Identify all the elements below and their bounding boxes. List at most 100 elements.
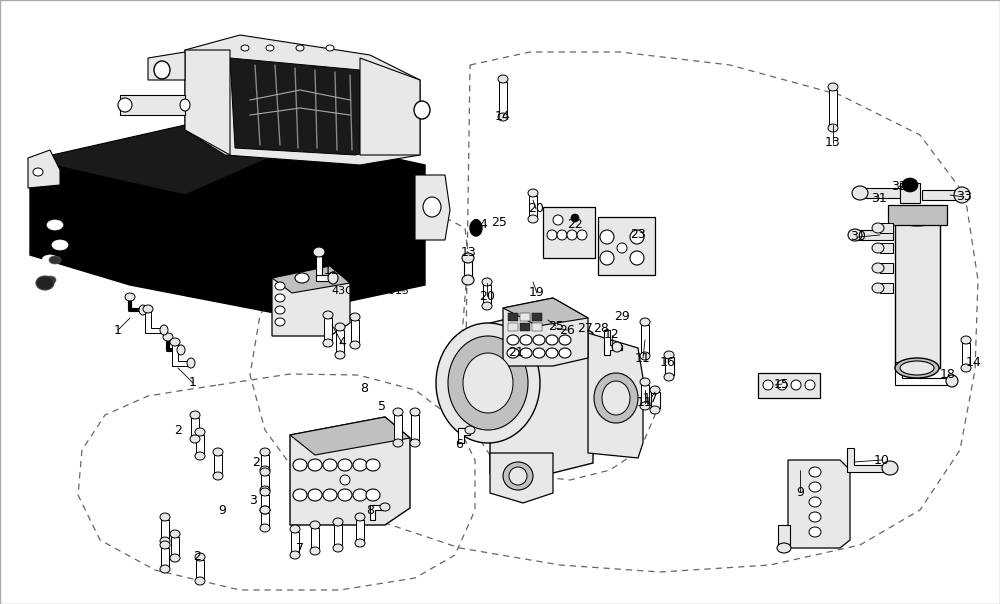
Ellipse shape xyxy=(49,256,61,264)
Polygon shape xyxy=(311,528,319,548)
Ellipse shape xyxy=(195,428,205,436)
Ellipse shape xyxy=(553,215,563,225)
Ellipse shape xyxy=(520,335,532,345)
Text: 16: 16 xyxy=(660,356,676,368)
Ellipse shape xyxy=(160,325,168,335)
Polygon shape xyxy=(529,196,537,216)
Ellipse shape xyxy=(777,380,787,390)
Polygon shape xyxy=(120,95,185,115)
Ellipse shape xyxy=(213,472,223,480)
Ellipse shape xyxy=(900,361,934,375)
Text: 27: 27 xyxy=(577,323,593,335)
Text: 11: 11 xyxy=(637,396,653,410)
Polygon shape xyxy=(161,548,169,566)
Ellipse shape xyxy=(664,373,674,381)
Ellipse shape xyxy=(533,348,545,358)
Polygon shape xyxy=(880,283,893,293)
Text: 28: 28 xyxy=(593,321,609,335)
Polygon shape xyxy=(334,525,342,545)
Ellipse shape xyxy=(809,497,821,507)
Ellipse shape xyxy=(393,408,403,416)
Ellipse shape xyxy=(465,426,475,434)
Polygon shape xyxy=(291,532,299,552)
Ellipse shape xyxy=(809,467,821,477)
Ellipse shape xyxy=(33,168,43,176)
Text: 3: 3 xyxy=(249,493,257,507)
Ellipse shape xyxy=(313,247,325,257)
Text: 18: 18 xyxy=(940,368,956,382)
Polygon shape xyxy=(316,275,332,281)
Ellipse shape xyxy=(828,124,838,132)
Ellipse shape xyxy=(546,348,558,358)
Text: 1: 1 xyxy=(114,324,122,336)
Text: 5: 5 xyxy=(378,400,386,414)
Polygon shape xyxy=(651,392,660,408)
Polygon shape xyxy=(261,495,269,507)
Ellipse shape xyxy=(338,459,352,471)
Ellipse shape xyxy=(559,348,571,358)
Polygon shape xyxy=(758,373,820,398)
Ellipse shape xyxy=(640,318,650,326)
Text: 20: 20 xyxy=(528,202,544,216)
Polygon shape xyxy=(261,475,269,487)
Polygon shape xyxy=(880,223,893,233)
Polygon shape xyxy=(880,263,893,273)
Ellipse shape xyxy=(630,230,644,244)
Text: 4: 4 xyxy=(338,336,346,350)
Ellipse shape xyxy=(895,358,939,378)
Polygon shape xyxy=(458,428,470,443)
Ellipse shape xyxy=(462,253,474,263)
Polygon shape xyxy=(490,308,593,473)
Ellipse shape xyxy=(414,101,430,119)
Ellipse shape xyxy=(160,513,170,521)
Ellipse shape xyxy=(323,459,337,471)
Ellipse shape xyxy=(805,380,815,390)
Ellipse shape xyxy=(482,278,492,286)
Ellipse shape xyxy=(410,408,420,416)
Polygon shape xyxy=(145,311,162,333)
Polygon shape xyxy=(196,560,204,578)
Ellipse shape xyxy=(260,466,270,474)
Ellipse shape xyxy=(546,335,558,345)
Ellipse shape xyxy=(571,214,579,222)
Polygon shape xyxy=(895,362,950,385)
Polygon shape xyxy=(411,415,419,440)
Ellipse shape xyxy=(872,283,884,293)
Polygon shape xyxy=(888,205,947,225)
Polygon shape xyxy=(185,35,420,165)
Ellipse shape xyxy=(436,323,540,443)
Ellipse shape xyxy=(260,486,270,494)
Text: 22: 22 xyxy=(567,219,583,231)
Ellipse shape xyxy=(528,189,538,197)
Ellipse shape xyxy=(328,272,338,284)
Ellipse shape xyxy=(326,45,334,51)
Text: 6: 6 xyxy=(455,439,463,452)
Ellipse shape xyxy=(323,489,337,501)
Text: 9: 9 xyxy=(218,504,226,516)
Ellipse shape xyxy=(213,448,223,456)
Ellipse shape xyxy=(547,230,557,240)
Polygon shape xyxy=(922,190,960,200)
Polygon shape xyxy=(185,50,230,155)
Polygon shape xyxy=(272,266,350,293)
Bar xyxy=(532,313,542,321)
Ellipse shape xyxy=(260,506,270,514)
Ellipse shape xyxy=(170,530,180,538)
Polygon shape xyxy=(351,320,359,342)
Polygon shape xyxy=(604,330,622,355)
Text: 13: 13 xyxy=(825,137,841,150)
Ellipse shape xyxy=(170,338,180,346)
Ellipse shape xyxy=(872,223,884,233)
Ellipse shape xyxy=(338,489,352,501)
Ellipse shape xyxy=(295,273,309,283)
Bar xyxy=(508,313,518,321)
Polygon shape xyxy=(880,243,893,253)
Ellipse shape xyxy=(143,305,153,313)
Polygon shape xyxy=(641,385,649,403)
Ellipse shape xyxy=(828,83,838,91)
Polygon shape xyxy=(30,140,425,315)
Ellipse shape xyxy=(160,565,170,573)
Polygon shape xyxy=(847,448,888,472)
Ellipse shape xyxy=(42,255,58,265)
Polygon shape xyxy=(490,453,553,503)
